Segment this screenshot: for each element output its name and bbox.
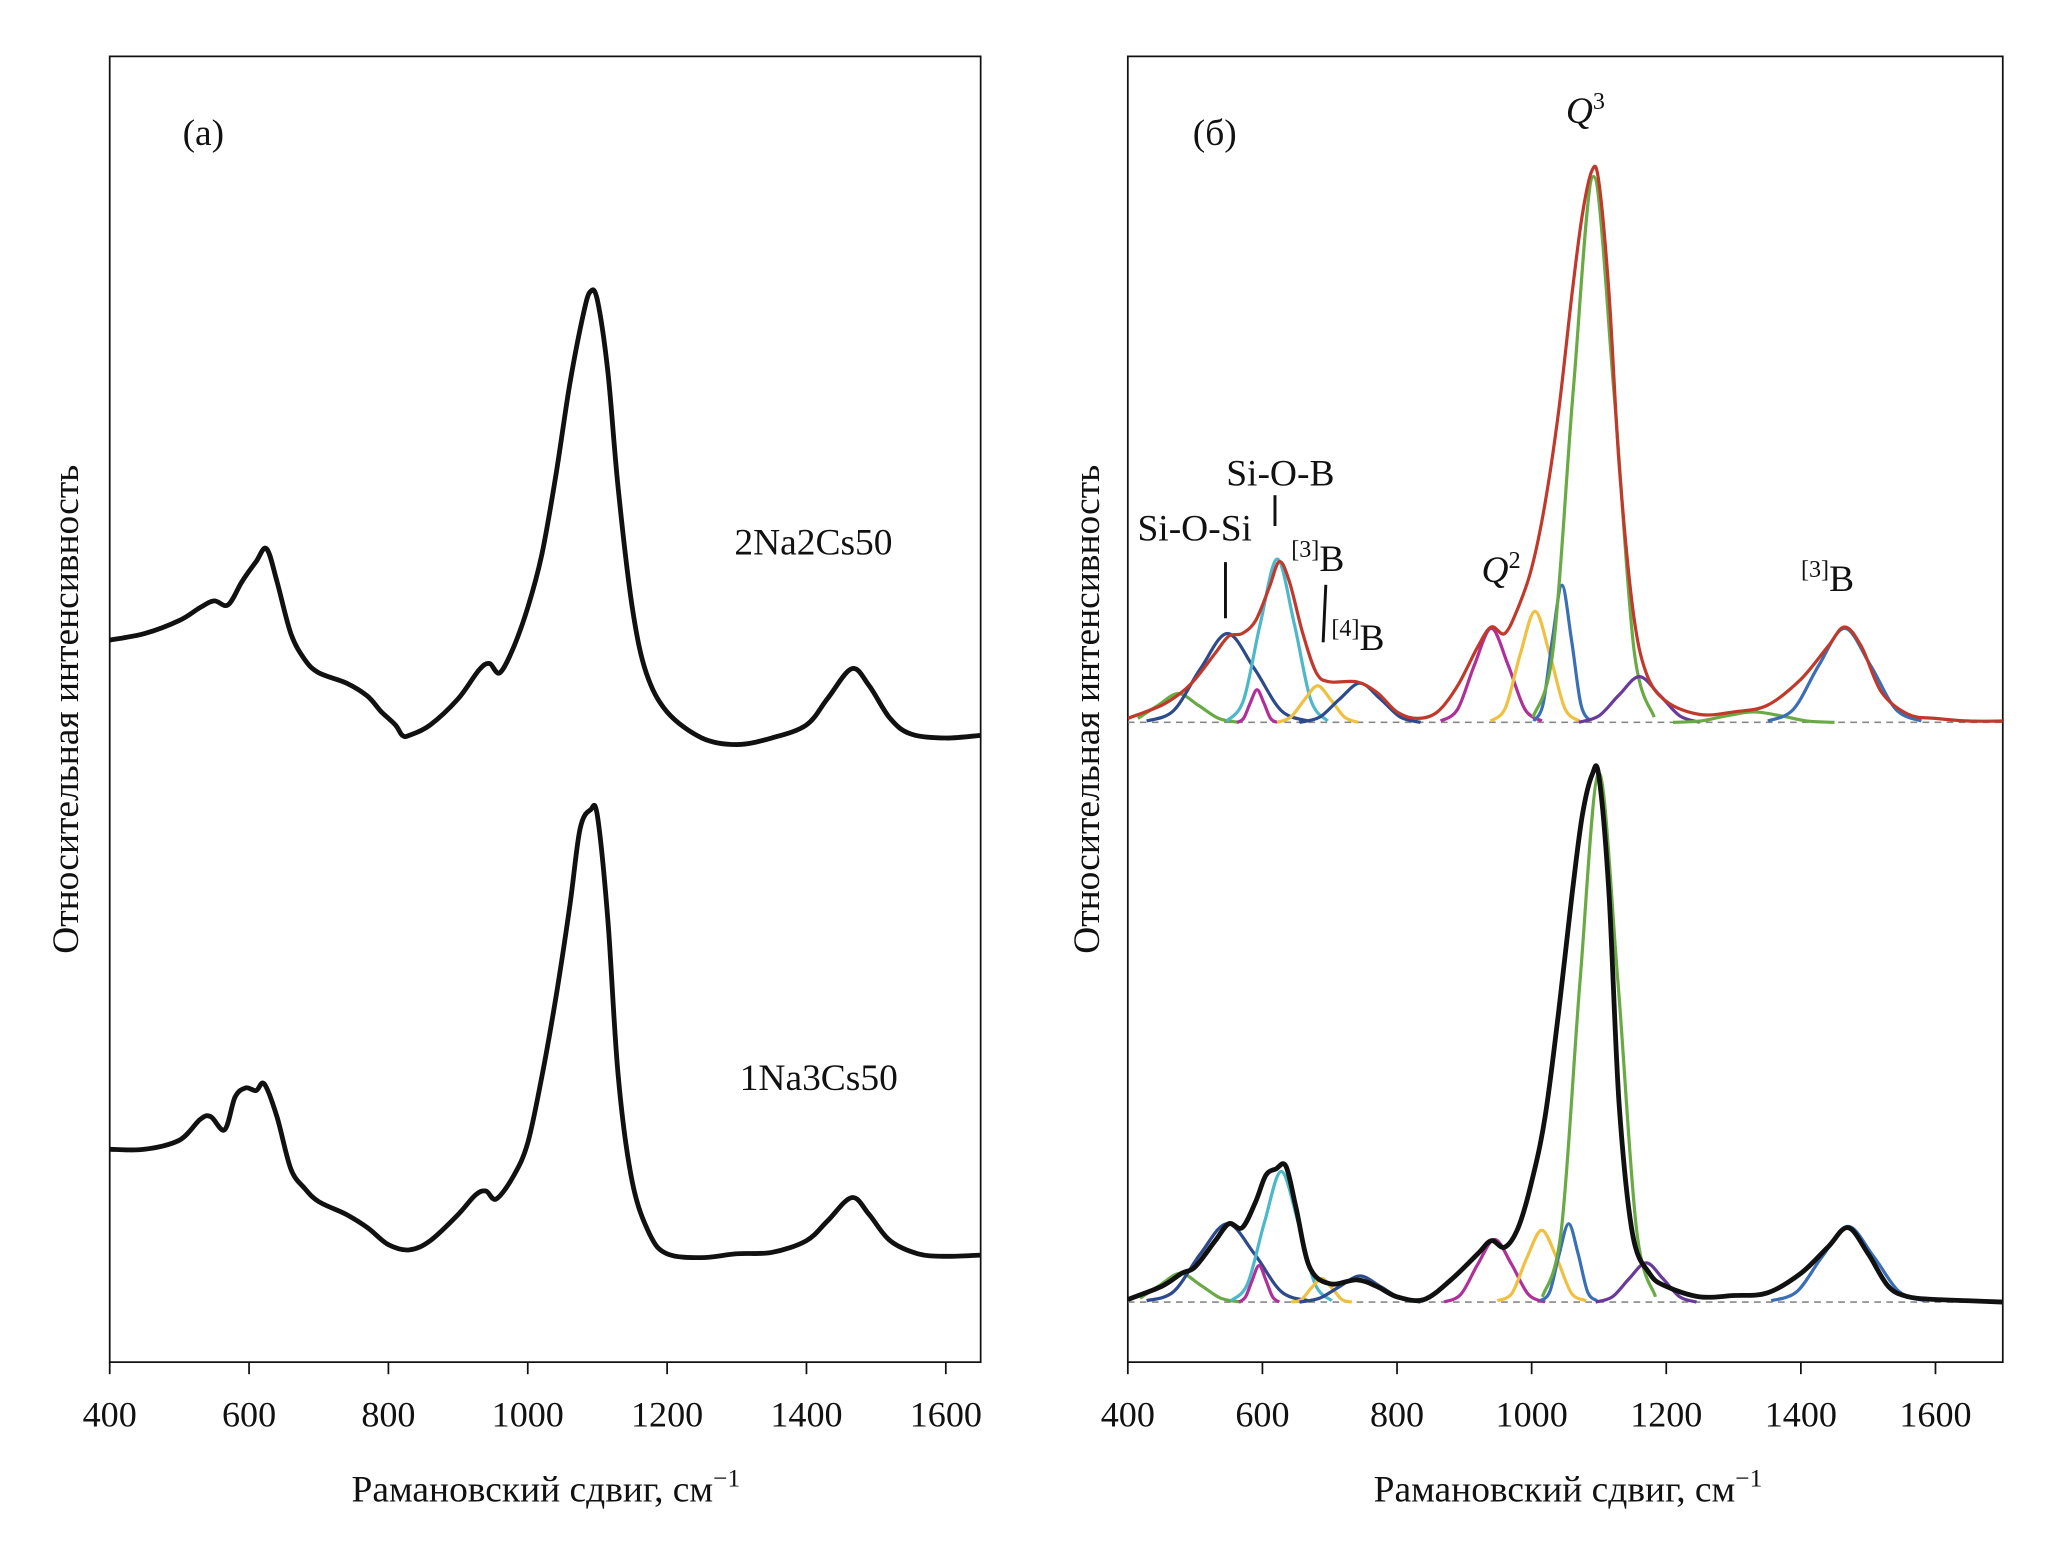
annotation-sup: [3] (1801, 557, 1829, 583)
x-axis-label: Рамановский сдвиг, см−1 (1374, 1465, 1763, 1511)
spectrum-line (1539, 1222, 1599, 1303)
panel-label: (a) (183, 113, 225, 154)
spectrum-line (1770, 1224, 1926, 1303)
annotation: Q3 (1566, 89, 1605, 132)
spectrum-line (1146, 631, 1309, 723)
x-tick-label: 1000 (492, 1394, 564, 1434)
plot-area (109, 287, 981, 1261)
x-tick-label: 1400 (1765, 1394, 1837, 1434)
y-axis-label: Относительная интенсивность (46, 465, 87, 954)
annotation-text: Si-O-B (1226, 453, 1334, 494)
x-axis-label-sup: −1 (1735, 1465, 1762, 1493)
spectrum-line (1127, 763, 2003, 1305)
spectrum-line (1532, 583, 1592, 722)
panel: 400 600 800 1000 1200 1400 1600 Рамановский сдв… (1067, 55, 2004, 1511)
annotation: [3]B (1801, 557, 1854, 600)
annotation-text: Q (1566, 91, 1593, 132)
series-label: 1Na3Cs50 (740, 1058, 898, 1099)
x-tick-label: 1400 (770, 1394, 842, 1434)
spectrum-line (1540, 771, 1658, 1298)
annotation: [3]B (1291, 537, 1344, 580)
spectrum-line (1439, 626, 1543, 723)
spectrum-line (1595, 1261, 1697, 1304)
annotation: Si-O-Si (1137, 508, 1251, 549)
plot-frame (1126, 55, 2004, 1364)
annotation-text: Si-O-Si (1137, 508, 1251, 549)
plot-frame (108, 55, 982, 1364)
x-tick-label: 1600 (910, 1394, 982, 1434)
x-tick-label: 1600 (1899, 1394, 1971, 1434)
x-axis-label-sup: −1 (713, 1465, 740, 1493)
spectrum-line (109, 802, 981, 1261)
x-tick-label: 1000 (1496, 1394, 1568, 1434)
x-axis-label: Рамановский сдвиг, см−1 (352, 1465, 741, 1511)
x-tick-label: 400 (83, 1394, 137, 1434)
annotation: Si-O-B (1226, 453, 1334, 494)
spectrum-line (1237, 1263, 1281, 1304)
spectrum-line (1225, 557, 1329, 723)
series-label: 2Na2Cs50 (734, 523, 892, 564)
spectrum-line (1127, 164, 2003, 723)
annotation-sup: [3] (1291, 537, 1319, 563)
annotation-text: B (1319, 539, 1344, 580)
x-tick-label: 1200 (631, 1394, 703, 1434)
x-tick-label: 600 (222, 1394, 276, 1434)
annotation-sup: 3 (1593, 89, 1605, 115)
spectrum-line (1236, 688, 1279, 724)
x-tick-label: 800 (361, 1394, 415, 1434)
plot-area (1127, 164, 2003, 1305)
annotation-text: B (1359, 618, 1384, 659)
annotation-sup: [4] (1331, 616, 1359, 642)
spectrum-line (1531, 174, 1656, 718)
x-tick-label: 600 (1235, 1394, 1289, 1434)
spectrum-line (1496, 1228, 1587, 1303)
spectrum-line (109, 287, 981, 747)
panel: 400 600 800 1000 1200 1400 1600 Рамановский сдв… (46, 55, 982, 1511)
annotation-text: B (1829, 559, 1854, 600)
panel-label: (б) (1193, 113, 1237, 154)
y-axis-label: Относительная интенсивность (1067, 465, 1108, 954)
spectrum-line (1276, 684, 1359, 724)
leader-line (1321, 584, 1328, 643)
x-tick-label: 400 (1101, 1394, 1155, 1434)
annotation-sup: 2 (1509, 548, 1521, 574)
x-tick-label: 1200 (1630, 1394, 1702, 1434)
spectrum-line (1146, 1222, 1309, 1303)
spectrum-line (1672, 710, 1835, 724)
annotation: Q2 (1482, 548, 1521, 591)
spectrum-line (1578, 675, 1701, 724)
spectrum-line (1489, 609, 1581, 723)
annotation-text: Q (1482, 549, 1509, 590)
annotation: [4]B (1331, 616, 1384, 659)
x-tick-label: 800 (1370, 1394, 1424, 1434)
